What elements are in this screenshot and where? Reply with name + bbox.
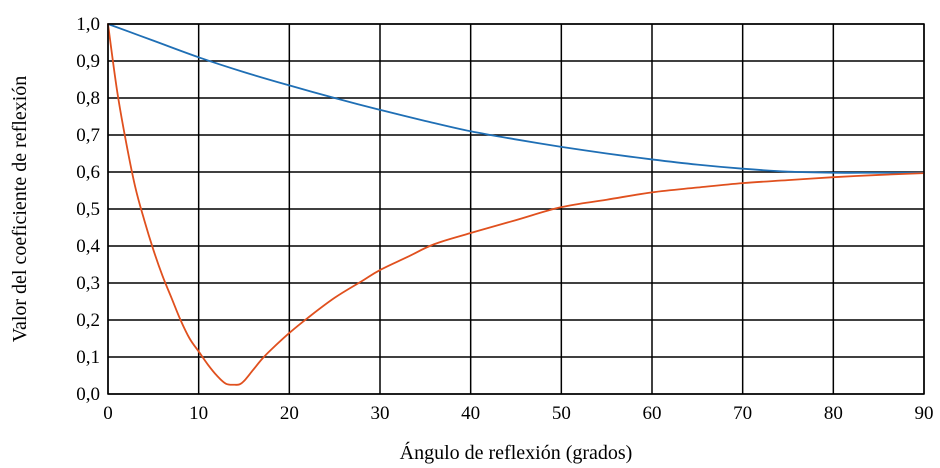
- y-tick-label: 0,3: [76, 273, 100, 294]
- series-layer: [107, 23, 925, 386]
- x-tick-label: 0: [103, 403, 113, 424]
- x-axis-title: Ángulo de reflexión (grados): [400, 441, 633, 464]
- y-tick-label: 0,9: [76, 51, 100, 72]
- y-tick-label: 0,5: [76, 199, 100, 220]
- y-axis-title: Valor del coeficiente de reflexión: [9, 76, 31, 343]
- plot-frame: [107, 23, 925, 395]
- x-tick-label: 50: [552, 403, 571, 424]
- x-tick-label: 70: [733, 403, 752, 424]
- y-tick-label: 0,1: [76, 347, 100, 368]
- x-tick-label: 90: [915, 403, 934, 424]
- x-tick-label: 40: [461, 403, 480, 424]
- y-tick-label: 0,8: [76, 88, 100, 109]
- y-tick-label: 1,0: [76, 14, 100, 35]
- y-tick-label: 0,0: [76, 384, 100, 405]
- series-line-1: [107, 23, 925, 174]
- y-tick-label: 0,7: [76, 125, 100, 146]
- y-tick-label: 0,4: [76, 236, 100, 257]
- grid: [107, 23, 925, 395]
- y-tick-labels: 0,0 0,1 0,2 0,3 0,4 0,5 0,6 0,7 0,8 0,9 1,0: [76, 14, 100, 405]
- x-tick-label: 20: [280, 403, 299, 424]
- series-line-2: [107, 23, 925, 386]
- y-tick-label: 0,2: [76, 310, 100, 331]
- x-tick-label: 10: [189, 403, 208, 424]
- x-tick-label: 80: [824, 403, 843, 424]
- x-tick-labels: 0 10 20 30 40 50 60 70 80 90: [103, 403, 933, 424]
- x-tick-label: 30: [371, 403, 390, 424]
- y-tick-label: 0,6: [76, 162, 100, 183]
- x-tick-label: 60: [643, 403, 662, 424]
